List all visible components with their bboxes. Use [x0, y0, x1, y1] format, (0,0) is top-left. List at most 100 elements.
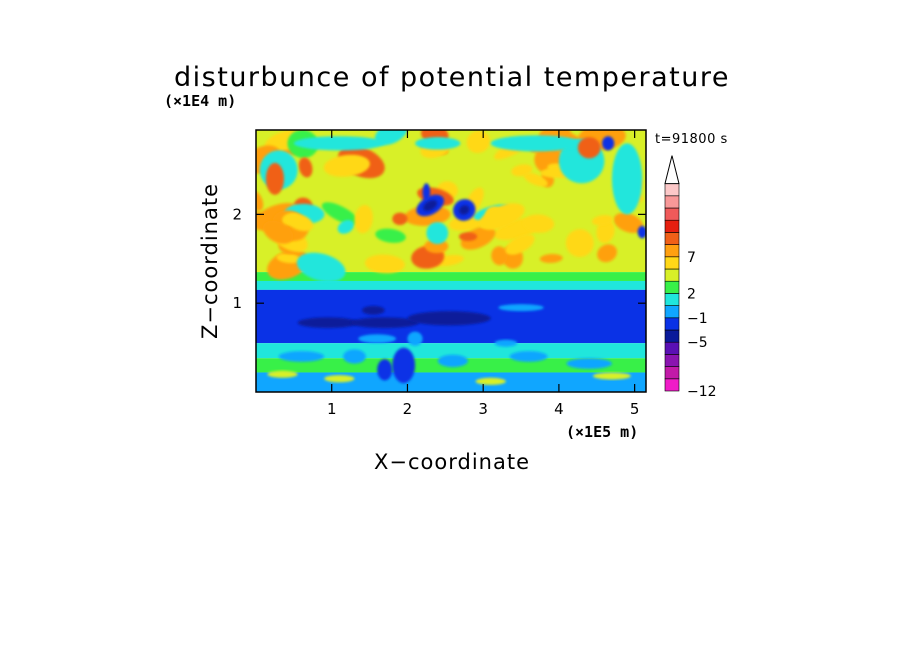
field-blob	[267, 370, 298, 378]
field-blob	[592, 372, 631, 380]
field-blob	[358, 334, 397, 344]
field-blob	[324, 375, 355, 383]
field-blob	[539, 254, 563, 263]
colorbar-segment	[664, 341, 680, 355]
y-unit-label: (×1E4 m)	[164, 92, 236, 110]
x-tick-label: 5	[630, 400, 640, 418]
field-blob	[278, 351, 325, 362]
field-blob	[509, 351, 548, 362]
field-blob	[422, 183, 431, 202]
field-band-lower-green	[256, 272, 646, 281]
y-axis: 12	[232, 205, 646, 312]
field-blob	[498, 304, 544, 312]
field-blob	[458, 232, 478, 242]
x-axis: 1 2 3 4 5	[327, 130, 639, 418]
time-label: t=91800 s	[655, 132, 728, 147]
colorbar-segment	[664, 293, 680, 306]
field-band-surface	[256, 372, 646, 392]
field-blob	[374, 130, 408, 146]
field-blob	[286, 213, 314, 232]
field-blob	[613, 212, 644, 234]
contour-field	[256, 130, 646, 392]
x-unit-label: (×1E5 m)	[566, 423, 638, 441]
field-blob	[337, 220, 354, 234]
field-blob	[511, 164, 533, 177]
colorbar-segment	[664, 268, 680, 282]
colorbar-segment	[664, 195, 680, 209]
field-blob	[350, 317, 419, 329]
field-blob	[362, 305, 385, 315]
x-tick-label: 4	[554, 400, 564, 418]
colorbar-segment	[664, 280, 680, 294]
y-axis-label: Z−coordinate	[198, 183, 222, 339]
colorbar-segment	[664, 232, 680, 245]
field-blob	[523, 214, 555, 233]
field-blob	[276, 253, 301, 264]
colorbar-segment	[664, 329, 680, 343]
field-blob	[375, 228, 406, 243]
field-blob	[577, 137, 601, 159]
field-blob	[437, 354, 469, 368]
colorbar-segment	[664, 219, 680, 233]
y-tick-label: 2	[232, 205, 242, 223]
field-blob	[602, 136, 615, 151]
field-blob	[297, 317, 359, 329]
chart-title: disturbunce of potential temperature	[174, 62, 730, 93]
field-blob	[479, 203, 525, 230]
colorbar: −12−5−127	[664, 155, 717, 400]
field-blob	[459, 205, 470, 215]
field-blob	[377, 359, 393, 381]
field-band-cyan	[256, 280, 646, 290]
colorbar-segment	[664, 244, 680, 258]
field-blob	[475, 377, 506, 385]
field-blob	[591, 215, 614, 226]
x-tick-label: 2	[403, 400, 413, 418]
field-blob	[423, 200, 438, 211]
field-blob	[263, 220, 294, 244]
field-blob	[354, 204, 373, 234]
field-blob	[298, 157, 313, 178]
field-blob	[323, 154, 370, 177]
field-blob	[343, 349, 366, 364]
field-blob	[426, 222, 449, 245]
colorbar-segment	[664, 207, 680, 221]
field-blob	[505, 234, 535, 255]
y-tick-label: 1	[232, 294, 242, 312]
colorbar-label: −1	[687, 311, 708, 327]
colorbar-segment	[664, 366, 680, 380]
field-blob	[392, 347, 416, 384]
field-blob	[293, 136, 385, 151]
field-blob	[407, 331, 423, 346]
colorbar-label: −12	[687, 384, 717, 400]
colorbar-segment	[664, 354, 680, 367]
colorbar-label: 7	[687, 250, 696, 266]
field-blob	[364, 254, 406, 274]
colorbar-segment	[664, 305, 680, 319]
field-blob	[523, 172, 548, 187]
field-blob	[491, 246, 508, 266]
field-blob	[566, 358, 612, 369]
colorbar-segment	[664, 378, 680, 392]
x-axis-label: X−coordinate	[374, 450, 530, 474]
field-blob	[565, 229, 594, 258]
field-blob	[296, 252, 346, 282]
field-blob	[265, 162, 285, 195]
field-blob	[637, 225, 646, 239]
colorbar-extend-arrow	[664, 155, 680, 185]
colorbar-segment	[664, 256, 680, 270]
field-blob	[460, 226, 496, 250]
field-blob	[494, 339, 518, 347]
x-tick-label: 1	[327, 400, 337, 418]
colorbar-segment	[664, 183, 680, 197]
field-blob	[415, 137, 461, 150]
field-blob	[597, 244, 618, 263]
field-blob	[407, 311, 491, 326]
plot-frame	[255, 129, 647, 393]
colorbar-label: −5	[687, 335, 708, 351]
field-blob	[321, 202, 358, 225]
field-blob	[466, 130, 491, 154]
field-blob	[392, 212, 408, 226]
colorbar-label: 2	[687, 286, 696, 302]
field-blob	[490, 135, 582, 152]
